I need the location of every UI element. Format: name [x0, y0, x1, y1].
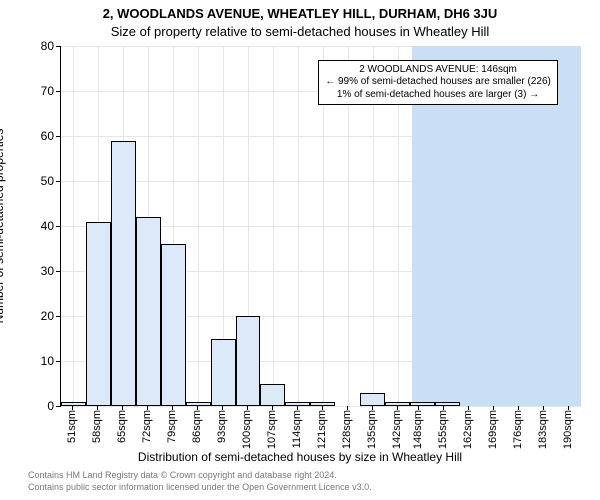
xtick-label: 114sqm [291, 410, 303, 448]
gridline-vertical [273, 46, 274, 406]
xtick-label: 72sqm [141, 410, 153, 443]
ytick-mark [56, 361, 60, 362]
histogram-bar [310, 402, 335, 407]
histogram-bar [385, 402, 410, 407]
xtick-label: 128sqm [341, 410, 353, 449]
annotation-line-3: 1% of semi-detached houses are larger (3… [325, 89, 551, 102]
xtick-label: 51sqm [66, 410, 78, 443]
xtick-label: 135sqm [366, 410, 378, 449]
xtick-label: 93sqm [216, 410, 228, 443]
annotation-box: 2 WOODLANDS AVENUE: 146sqm← 99% of semi-… [318, 60, 558, 106]
attribution-line-1: Contains HM Land Registry data © Crown c… [28, 470, 372, 482]
ytick-mark [56, 181, 60, 182]
xtick-label: 107sqm [266, 410, 278, 449]
xtick-label: 86sqm [191, 410, 203, 443]
xtick-label: 79sqm [166, 410, 178, 443]
ytick-label: 30 [14, 264, 54, 278]
histogram-bar [186, 402, 211, 407]
gridline-vertical [298, 46, 299, 406]
xtick-label: 162sqm [462, 410, 474, 449]
x-axis-label: Distribution of semi-detached houses by … [0, 450, 600, 464]
ytick-mark [56, 136, 60, 137]
histogram-bar [236, 316, 261, 406]
histogram-bar [360, 393, 385, 407]
xtick-label: 190sqm [562, 410, 574, 449]
xtick-label: 100sqm [241, 410, 253, 449]
ytick-label: 80 [14, 39, 54, 53]
histogram-bar [136, 217, 161, 406]
ytick-mark [56, 406, 60, 407]
annotation-line-2: ← 99% of semi-detached houses are smalle… [325, 76, 551, 89]
ytick-label: 10 [14, 354, 54, 368]
annotation-line-1: 2 WOODLANDS AVENUE: 146sqm [325, 64, 551, 77]
attribution-text: Contains HM Land Registry data © Crown c… [28, 470, 372, 493]
ytick-label: 20 [14, 309, 54, 323]
histogram-bar [435, 402, 460, 407]
chart-title-description: Size of property relative to semi-detach… [0, 24, 600, 39]
attribution-line-2: Contains public sector information licen… [28, 482, 372, 494]
xtick-label: 155sqm [437, 410, 449, 449]
y-axis-label: Number of semi-detached properties [0, 129, 6, 324]
xtick-label: 65sqm [116, 410, 128, 443]
histogram-bar [211, 339, 236, 407]
histogram-bar [260, 384, 285, 407]
histogram-bar [61, 402, 86, 407]
ytick-mark [56, 226, 60, 227]
histogram-bar [161, 244, 186, 406]
xtick-label: 58sqm [91, 410, 103, 443]
gridline-vertical [198, 46, 199, 406]
histogram-bar [86, 222, 111, 407]
xtick-label: 176sqm [512, 410, 524, 449]
xtick-label: 169sqm [487, 410, 499, 449]
ytick-mark [56, 46, 60, 47]
ytick-mark [56, 271, 60, 272]
ytick-mark [56, 316, 60, 317]
ytick-label: 60 [14, 129, 54, 143]
ytick-label: 70 [14, 84, 54, 98]
xtick-label: 121sqm [316, 410, 328, 449]
gridline-vertical [73, 46, 74, 406]
histogram-bar [410, 402, 435, 407]
histogram-bar [111, 141, 136, 407]
ytick-label: 50 [14, 174, 54, 188]
xtick-label: 183sqm [537, 410, 549, 449]
ytick-label: 40 [14, 219, 54, 233]
ytick-mark [56, 91, 60, 92]
xtick-label: 148sqm [412, 410, 424, 449]
ytick-label: 0 [14, 399, 54, 413]
chart-title-address: 2, WOODLANDS AVENUE, WHEATLEY HILL, DURH… [0, 6, 600, 21]
xtick-label: 142sqm [391, 410, 403, 449]
